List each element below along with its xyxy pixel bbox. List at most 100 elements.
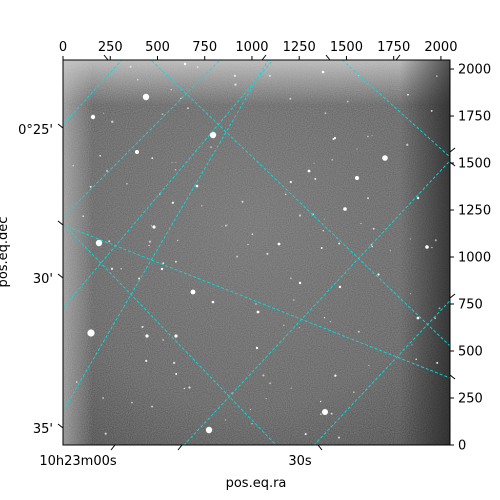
world-tick-12	[110, 444, 116, 451]
top-axis: 0 250 500 750 1000 1250 1500 1750 2000	[59, 40, 457, 60]
right-tick-label-2: 500	[458, 345, 483, 360]
faint-star	[150, 225, 153, 227]
faint-star	[196, 66, 199, 68]
faint-star	[108, 240, 111, 243]
faint-star	[262, 374, 265, 377]
faint-star	[406, 143, 409, 146]
faint-star	[331, 159, 333, 161]
top-tick-label-8: 2000	[424, 40, 457, 55]
star-17	[277, 242, 281, 246]
faint-star	[284, 193, 287, 196]
right-tick-label-3: 750	[458, 298, 483, 313]
right-tick-label-7: 1750	[458, 110, 491, 125]
star-15	[174, 334, 178, 338]
world-tick-0	[57, 123, 64, 129]
image-left-glow	[63, 60, 93, 445]
faint-star	[332, 137, 335, 141]
faint-star	[188, 386, 191, 389]
dec-tick-label-3: 35'	[33, 422, 53, 437]
faint-star	[409, 293, 412, 295]
top-tick-label-1: 250	[98, 40, 123, 55]
star-16	[256, 310, 260, 314]
faint-star	[434, 317, 436, 320]
grid-line-1	[63, 60, 274, 309]
star-14	[145, 334, 149, 338]
faint-star	[120, 268, 122, 270]
top-tick-label-3: 750	[192, 40, 217, 55]
faint-star	[360, 222, 362, 225]
star-21	[160, 267, 164, 271]
faint-star	[290, 387, 292, 389]
faint-star	[319, 400, 322, 403]
star-1	[209, 131, 217, 139]
faint-star	[304, 433, 307, 436]
faint-star	[126, 183, 128, 185]
top-tick-label-4: 1000	[235, 40, 268, 55]
star-18	[307, 169, 311, 173]
plot-frame	[62, 59, 451, 446]
star-12	[425, 245, 429, 249]
world-tick-6	[325, 54, 331, 61]
faint-star	[221, 225, 223, 227]
faint-star	[330, 412, 333, 415]
faint-star	[367, 197, 369, 200]
star-0	[142, 93, 150, 101]
faint-star	[269, 382, 272, 385]
astronomical-image	[63, 60, 450, 445]
faint-star	[201, 205, 203, 207]
faint-star	[337, 436, 341, 439]
faint-star	[148, 240, 152, 243]
star-5	[190, 289, 196, 295]
faint-star	[162, 339, 164, 341]
right-tick-label-6: 1500	[458, 157, 491, 172]
grid-line-0	[63, 60, 269, 412]
faint-star	[177, 239, 179, 241]
stars-layer	[72, 62, 441, 439]
faint-star	[249, 408, 251, 410]
image-right-shadow	[400, 60, 450, 445]
dec-tick-label-1: 0°25'	[18, 123, 53, 138]
right-tick-label-1: 250	[458, 392, 483, 407]
top-tick-label-7: 1750	[377, 40, 410, 55]
faint-star	[431, 246, 433, 249]
faint-star	[151, 157, 154, 160]
faint-star	[82, 215, 84, 217]
star-7	[205, 426, 213, 434]
top-tick-label-0: 0	[59, 40, 67, 55]
faint-star	[411, 344, 413, 346]
star-29	[183, 62, 187, 66]
faint-star	[283, 324, 285, 326]
world-tick-14	[317, 444, 323, 451]
world-tick-7	[395, 54, 401, 61]
world-tick-1	[57, 273, 64, 279]
y-axis-title: pos.eq.dec	[0, 217, 11, 288]
star-22	[211, 300, 215, 304]
top-tick-label-6: 1500	[330, 40, 363, 55]
faint-star	[371, 245, 374, 248]
faint-star	[409, 238, 412, 240]
faint-star	[366, 135, 369, 138]
faint-star	[241, 200, 244, 203]
faint-star	[172, 361, 176, 365]
faint-star	[438, 307, 441, 310]
star-28	[321, 70, 325, 74]
faint-star	[323, 317, 326, 319]
world-tick-10	[449, 161, 456, 167]
faint-star	[131, 401, 133, 404]
grid-line-extra	[63, 224, 450, 379]
star-13	[152, 225, 156, 229]
faint-star	[434, 239, 437, 242]
faint-star	[415, 358, 417, 360]
faint-star	[338, 242, 341, 245]
faint-star	[105, 169, 109, 172]
right-tick-label-8: 2000	[458, 63, 491, 78]
faint-star	[171, 161, 173, 164]
right-tick-label-0: 0	[458, 439, 466, 454]
faint-star	[289, 277, 292, 280]
faint-star	[170, 89, 172, 91]
dec-tick-label-2: 30'	[33, 272, 53, 287]
faint-star	[389, 249, 392, 252]
right-tick-label-4: 1000	[458, 251, 491, 266]
world-tick-9	[449, 293, 456, 299]
